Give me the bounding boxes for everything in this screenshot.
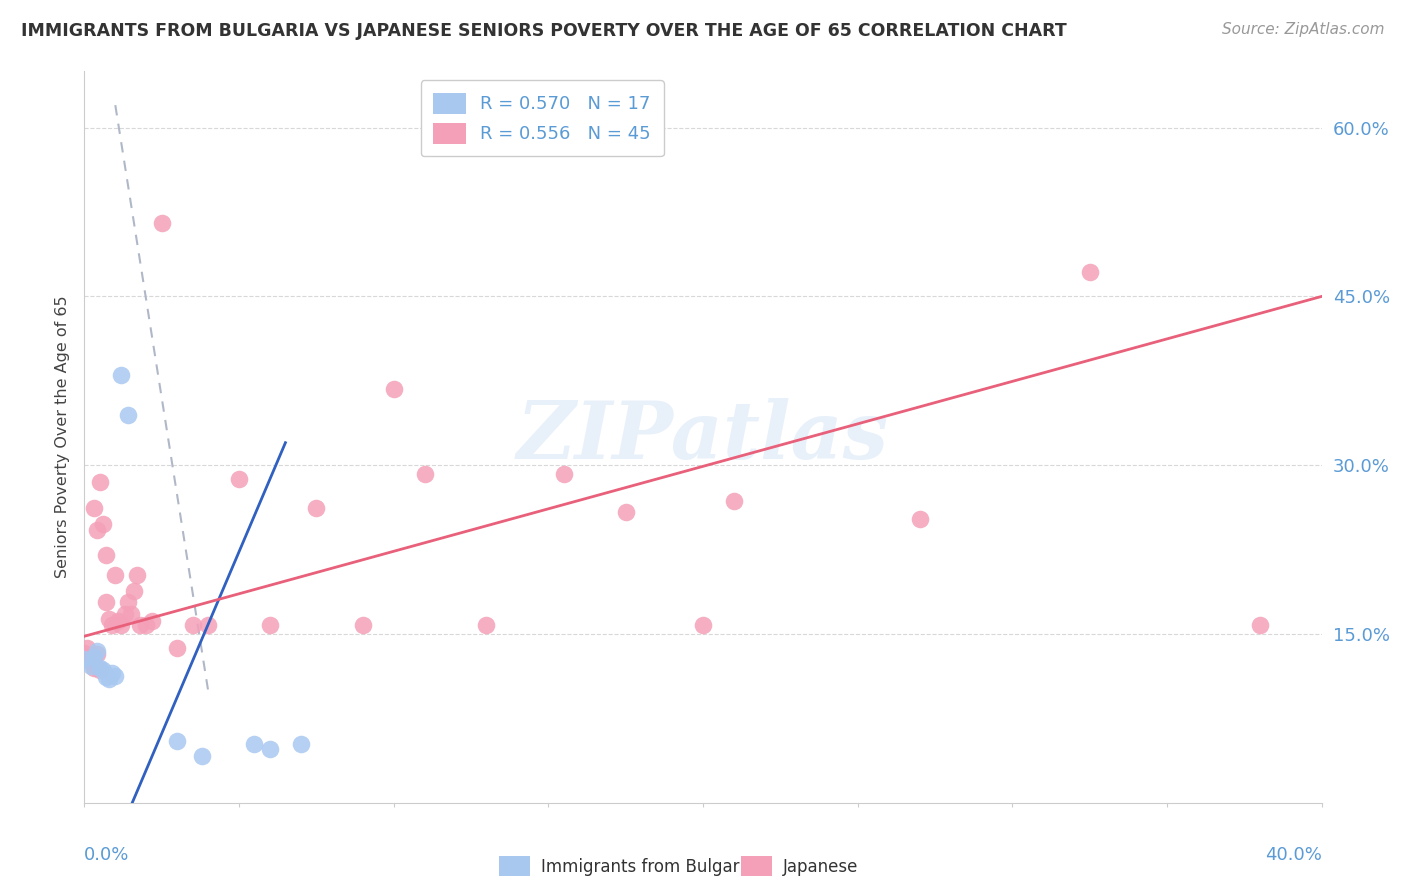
Point [91,516,114,531]
Point [83,661,105,675]
Point [117,408,139,422]
Point [86,524,108,538]
Point [76,649,98,664]
Point [89,663,111,677]
Y-axis label: Seniors Poverty Over the Age of 65: Seniors Poverty Over the Age of 65 [55,296,70,578]
Point [259,741,281,756]
Point [117,595,139,609]
Text: IMMIGRANTS FROM BULGARIA VS JAPANESE SENIORS POVERTY OVER THE AGE OF 65 CORRELAT: IMMIGRANTS FROM BULGARIA VS JAPANESE SEN… [21,22,1067,40]
Point [723,494,745,508]
Point [98,612,121,626]
Point [1078,265,1101,279]
Point [1249,618,1271,632]
Point [166,640,188,655]
Point [228,472,250,486]
Point [89,475,111,489]
Legend: R = 0.570   N = 17, R = 0.556   N = 45: R = 0.570 N = 17, R = 0.556 N = 45 [420,80,664,156]
Point [114,607,136,621]
Point [120,607,142,621]
Point [908,512,931,526]
Point [129,618,152,632]
Point [79,658,101,673]
Point [166,734,188,748]
Text: Japanese: Japanese [783,858,859,876]
Point [104,568,127,582]
Point [79,655,101,669]
Text: 40.0%: 40.0% [1265,846,1322,863]
Text: ZIPatlas: ZIPatlas [517,399,889,475]
Point [305,500,328,515]
Point [259,618,281,632]
Point [150,216,173,230]
Point [110,618,132,632]
Point [141,614,163,628]
Point [107,614,129,628]
Point [243,737,266,751]
Point [553,467,575,482]
Point [135,618,157,632]
Point [79,652,101,666]
Point [76,640,98,655]
Point [181,618,204,632]
Point [86,644,108,658]
Point [382,382,405,396]
Point [191,748,214,763]
Point [475,618,498,632]
Point [94,548,117,562]
Point [122,584,145,599]
Point [73,652,96,666]
Point [197,618,219,632]
Text: 0.0%: 0.0% [84,846,129,863]
Point [352,618,374,632]
Point [290,737,312,751]
Text: Source: ZipAtlas.com: Source: ZipAtlas.com [1222,22,1385,37]
Point [83,649,105,664]
Point [413,467,436,482]
Point [86,647,108,661]
Point [91,663,114,677]
Point [614,506,637,520]
Point [73,646,96,660]
Point [110,368,132,383]
Point [98,672,121,686]
Point [101,666,124,681]
Point [125,568,148,582]
Point [83,500,105,515]
Point [94,595,117,609]
Point [94,670,117,684]
Point [692,618,714,632]
Point [101,618,124,632]
Text: Immigrants from Bulgaria: Immigrants from Bulgaria [541,858,755,876]
Point [89,661,111,675]
Point [104,668,127,682]
